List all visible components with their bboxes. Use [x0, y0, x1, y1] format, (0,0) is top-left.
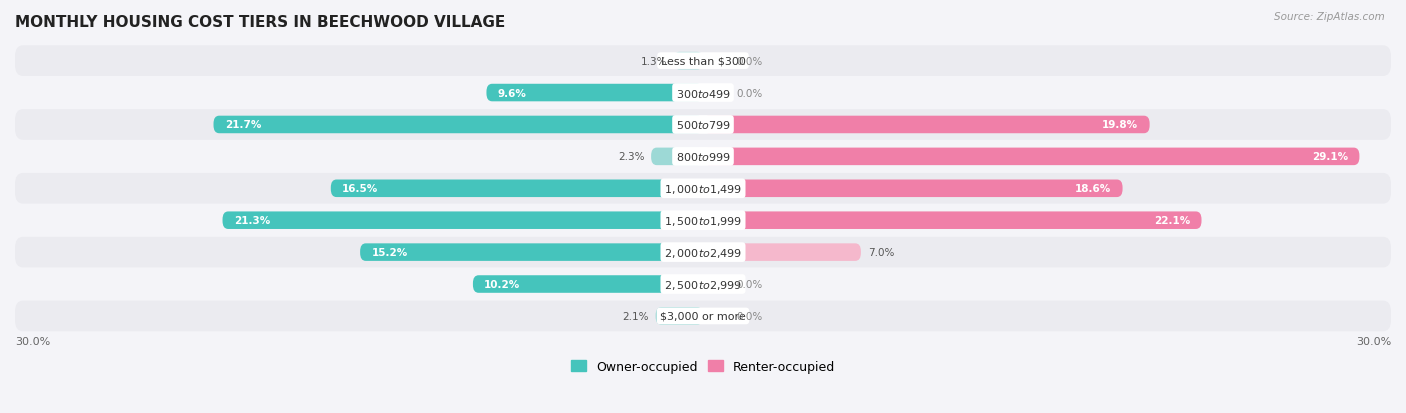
- Text: $800 to $999: $800 to $999: [675, 151, 731, 163]
- FancyBboxPatch shape: [655, 307, 703, 325]
- FancyBboxPatch shape: [15, 142, 1391, 172]
- Text: 1.3%: 1.3%: [640, 57, 666, 66]
- FancyBboxPatch shape: [330, 180, 703, 197]
- FancyBboxPatch shape: [360, 244, 703, 261]
- Text: 29.1%: 29.1%: [1312, 152, 1348, 162]
- Text: $3,000 or more: $3,000 or more: [661, 311, 745, 321]
- Text: $2,000 to $2,499: $2,000 to $2,499: [664, 246, 742, 259]
- FancyBboxPatch shape: [486, 85, 703, 102]
- Text: 15.2%: 15.2%: [371, 247, 408, 257]
- FancyBboxPatch shape: [15, 46, 1391, 77]
- Text: 21.7%: 21.7%: [225, 120, 262, 130]
- Text: $300 to $499: $300 to $499: [675, 87, 731, 99]
- Text: 19.8%: 19.8%: [1102, 120, 1139, 130]
- FancyBboxPatch shape: [703, 116, 1150, 134]
- Text: $500 to $799: $500 to $799: [675, 119, 731, 131]
- Text: 2.3%: 2.3%: [617, 152, 644, 162]
- FancyBboxPatch shape: [214, 116, 703, 134]
- Text: Less than $300: Less than $300: [661, 57, 745, 66]
- Text: 21.3%: 21.3%: [233, 216, 270, 225]
- FancyBboxPatch shape: [15, 110, 1391, 140]
- FancyBboxPatch shape: [703, 244, 860, 261]
- Text: Source: ZipAtlas.com: Source: ZipAtlas.com: [1274, 12, 1385, 22]
- Text: 10.2%: 10.2%: [484, 279, 520, 290]
- FancyBboxPatch shape: [222, 212, 703, 229]
- FancyBboxPatch shape: [472, 275, 703, 293]
- Text: MONTHLY HOUSING COST TIERS IN BEECHWOOD VILLAGE: MONTHLY HOUSING COST TIERS IN BEECHWOOD …: [15, 15, 505, 30]
- Text: 9.6%: 9.6%: [498, 88, 527, 98]
- FancyBboxPatch shape: [703, 148, 1360, 166]
- FancyBboxPatch shape: [15, 301, 1391, 332]
- Text: 16.5%: 16.5%: [342, 184, 378, 194]
- Text: 22.1%: 22.1%: [1154, 216, 1191, 225]
- FancyBboxPatch shape: [15, 173, 1391, 204]
- FancyBboxPatch shape: [15, 269, 1391, 299]
- Text: $2,500 to $2,999: $2,500 to $2,999: [664, 278, 742, 291]
- Text: 0.0%: 0.0%: [737, 279, 763, 290]
- FancyBboxPatch shape: [15, 205, 1391, 236]
- Text: 30.0%: 30.0%: [15, 336, 51, 346]
- Text: 7.0%: 7.0%: [868, 247, 894, 257]
- Text: 2.1%: 2.1%: [623, 311, 648, 321]
- Text: $1,000 to $1,499: $1,000 to $1,499: [664, 183, 742, 195]
- Text: 18.6%: 18.6%: [1076, 184, 1111, 194]
- FancyBboxPatch shape: [651, 148, 703, 166]
- FancyBboxPatch shape: [703, 212, 1202, 229]
- FancyBboxPatch shape: [673, 53, 703, 70]
- Legend: Owner-occupied, Renter-occupied: Owner-occupied, Renter-occupied: [567, 355, 839, 378]
- Text: 0.0%: 0.0%: [737, 311, 763, 321]
- Text: $1,500 to $1,999: $1,500 to $1,999: [664, 214, 742, 227]
- Text: 0.0%: 0.0%: [737, 88, 763, 98]
- FancyBboxPatch shape: [15, 237, 1391, 268]
- FancyBboxPatch shape: [15, 78, 1391, 109]
- Text: 0.0%: 0.0%: [737, 57, 763, 66]
- Text: 30.0%: 30.0%: [1355, 336, 1391, 346]
- FancyBboxPatch shape: [703, 180, 1122, 197]
